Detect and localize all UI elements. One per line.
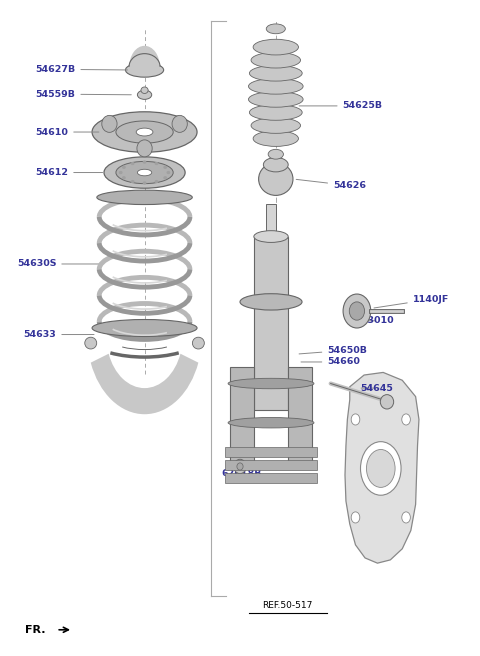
Ellipse shape <box>131 180 134 183</box>
Text: 53010: 53010 <box>362 316 394 325</box>
Ellipse shape <box>234 459 246 474</box>
Ellipse shape <box>250 66 302 81</box>
Ellipse shape <box>163 176 167 179</box>
Polygon shape <box>345 373 419 563</box>
Text: 1140JF: 1140JF <box>374 295 449 308</box>
Ellipse shape <box>116 121 173 143</box>
Ellipse shape <box>402 512 410 523</box>
Ellipse shape <box>266 24 285 33</box>
Ellipse shape <box>143 181 146 184</box>
Ellipse shape <box>253 131 299 146</box>
Text: REF.50-517: REF.50-517 <box>263 601 313 610</box>
Ellipse shape <box>249 79 303 94</box>
Ellipse shape <box>254 231 288 243</box>
Text: 62618B: 62618B <box>221 466 261 478</box>
Ellipse shape <box>253 39 299 55</box>
Ellipse shape <box>122 176 126 179</box>
Text: 54627B: 54627B <box>35 65 128 74</box>
Text: 54626: 54626 <box>296 179 366 190</box>
Ellipse shape <box>351 512 360 523</box>
Ellipse shape <box>92 112 197 152</box>
Wedge shape <box>129 46 160 67</box>
Ellipse shape <box>360 441 401 495</box>
Ellipse shape <box>351 414 360 425</box>
Ellipse shape <box>349 302 364 320</box>
Text: 54630S: 54630S <box>17 260 99 268</box>
Ellipse shape <box>155 162 158 165</box>
Ellipse shape <box>155 180 158 183</box>
Text: 54660: 54660 <box>301 358 360 367</box>
Ellipse shape <box>192 337 204 349</box>
Ellipse shape <box>136 128 153 136</box>
Ellipse shape <box>366 449 395 487</box>
Text: 54645: 54645 <box>360 384 393 392</box>
Ellipse shape <box>251 117 300 133</box>
Ellipse shape <box>119 171 122 174</box>
Polygon shape <box>254 237 288 409</box>
Polygon shape <box>225 473 317 483</box>
Ellipse shape <box>141 87 148 94</box>
Ellipse shape <box>137 91 152 99</box>
Ellipse shape <box>268 150 283 159</box>
Ellipse shape <box>228 379 314 389</box>
Ellipse shape <box>137 140 152 157</box>
Polygon shape <box>225 447 317 457</box>
Ellipse shape <box>116 161 173 184</box>
Ellipse shape <box>259 163 293 195</box>
Ellipse shape <box>122 166 126 169</box>
Text: 54612: 54612 <box>35 168 103 177</box>
Text: 54633: 54633 <box>24 330 94 339</box>
Ellipse shape <box>402 414 410 425</box>
Text: FR.: FR. <box>25 625 46 635</box>
Text: 54610: 54610 <box>36 127 99 136</box>
Text: 54559B: 54559B <box>36 90 131 98</box>
Text: 54625B: 54625B <box>299 102 383 110</box>
Ellipse shape <box>163 166 167 169</box>
Ellipse shape <box>250 104 302 120</box>
Ellipse shape <box>85 337 96 349</box>
Ellipse shape <box>249 92 303 107</box>
Ellipse shape <box>343 294 371 328</box>
Polygon shape <box>288 367 312 465</box>
Polygon shape <box>225 460 317 470</box>
Ellipse shape <box>125 63 164 77</box>
Ellipse shape <box>104 157 185 188</box>
Ellipse shape <box>97 190 192 205</box>
Ellipse shape <box>237 463 243 470</box>
Ellipse shape <box>264 157 288 172</box>
Ellipse shape <box>143 161 146 164</box>
Ellipse shape <box>167 171 170 174</box>
Ellipse shape <box>92 319 197 337</box>
Ellipse shape <box>137 169 152 176</box>
Polygon shape <box>230 367 254 465</box>
Text: 54650B: 54650B <box>299 346 367 355</box>
Ellipse shape <box>228 417 314 428</box>
Ellipse shape <box>240 294 302 310</box>
Ellipse shape <box>380 395 394 409</box>
Ellipse shape <box>251 52 300 68</box>
Wedge shape <box>91 354 198 414</box>
Ellipse shape <box>131 162 134 165</box>
Ellipse shape <box>172 115 187 133</box>
Polygon shape <box>266 204 276 237</box>
Ellipse shape <box>102 115 117 133</box>
